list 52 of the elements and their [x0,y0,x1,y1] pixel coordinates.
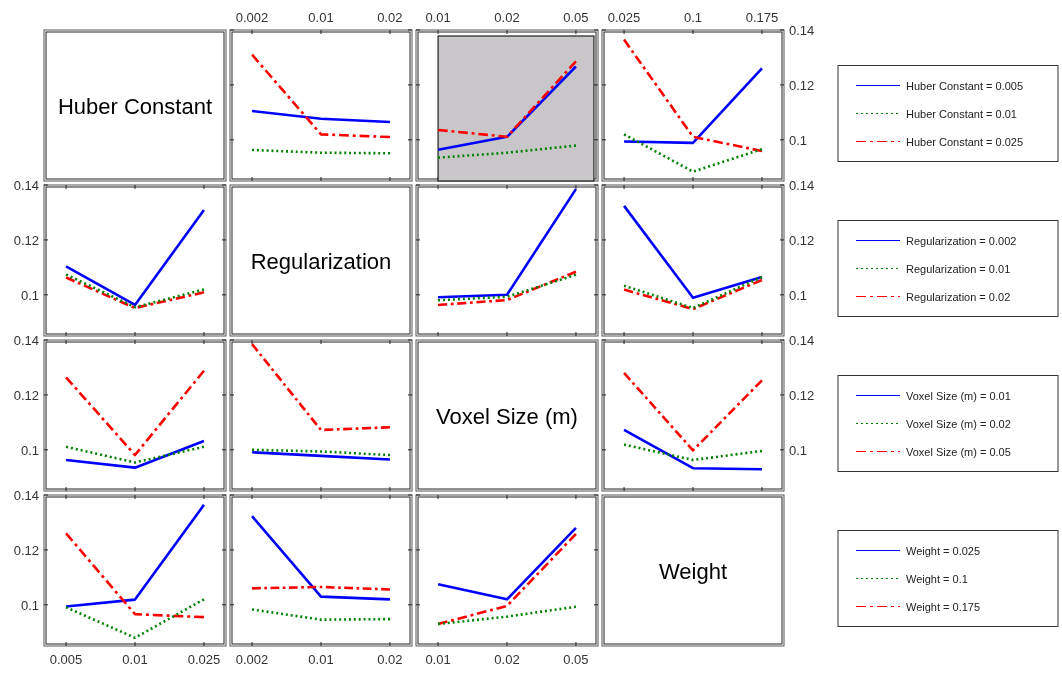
y-tick-label: 0.14 [789,178,815,193]
x-tick-label: 0.01 [425,10,451,25]
x-tick-label: 0.025 [607,10,641,25]
y-tick-label: 0.1 [789,287,808,303]
legend-label: Weight = 0.175 [906,600,981,613]
text: Voxel Size (m) [436,403,578,429]
y-tick-label: 0.14 [13,178,39,193]
y-tick-label: 0.12 [13,232,39,248]
y-tick-label: 0.1 [789,442,808,458]
legend-label: Voxel Size (m) = 0.05 [906,445,1011,458]
y-tick-label: 0.14 [789,333,815,348]
x-tick-label: 0.05 [563,10,589,25]
x-tick-label: 0.175 [745,10,779,25]
legend-label: Weight = 0.025 [906,544,981,557]
x-tick-label: 0.01 [308,10,334,25]
y-tick-label: 0.1 [789,132,808,148]
x-tick-label: 0.02 [494,652,520,667]
text: Weight [658,558,728,584]
legend-label: Huber Constant = 0.01 [906,107,1017,120]
y-tick-label: 0.12 [789,77,815,93]
legend-label: Voxel Size (m) = 0.02 [906,417,1011,430]
x-tick-label: 0.01 [308,652,334,667]
legend-label: Regularization = 0.01 [906,262,1011,275]
x-tick-label: 0.01 [122,652,148,667]
x-tick-label: 0.002 [235,10,269,25]
x-tick-label: 0.002 [235,652,269,667]
x-tick-label: 0.1 [683,10,703,25]
y-tick-label: 0.12 [789,232,815,248]
legend-label: Huber Constant = 0.025 [906,135,1024,148]
y-tick-label: 0.1 [20,442,39,458]
legend-label: Regularization = 0.02 [906,290,1011,303]
y-tick-label: 0.14 [13,488,39,503]
y-tick-label: 0.12 [789,387,815,403]
x-tick-label: 0.02 [377,652,403,667]
text: Regularization [250,248,392,274]
x-tick-label: 0.05 [563,652,589,667]
y-tick-label: 0.1 [20,597,39,613]
x-tick-label: 0.025 [187,652,221,667]
y-tick-label: 0.14 [789,23,815,38]
legend-label: Huber Constant = 0.005 [906,79,1024,92]
y-tick-label: 0.14 [13,333,39,348]
legend-label: Regularization = 0.002 [906,234,1017,247]
legend-label: Weight = 0.1 [906,572,968,585]
y-tick-label: 0.1 [20,287,39,303]
text: Huber Constant [57,93,213,119]
x-tick-label: 0.01 [425,652,451,667]
y-tick-label: 0.12 [13,387,39,403]
x-tick-label: 0.02 [377,10,403,25]
legend-label: Voxel Size (m) = 0.01 [906,389,1011,402]
x-tick-label: 0.005 [49,652,83,667]
y-tick-label: 0.12 [13,542,39,558]
x-tick-label: 0.02 [494,10,520,25]
